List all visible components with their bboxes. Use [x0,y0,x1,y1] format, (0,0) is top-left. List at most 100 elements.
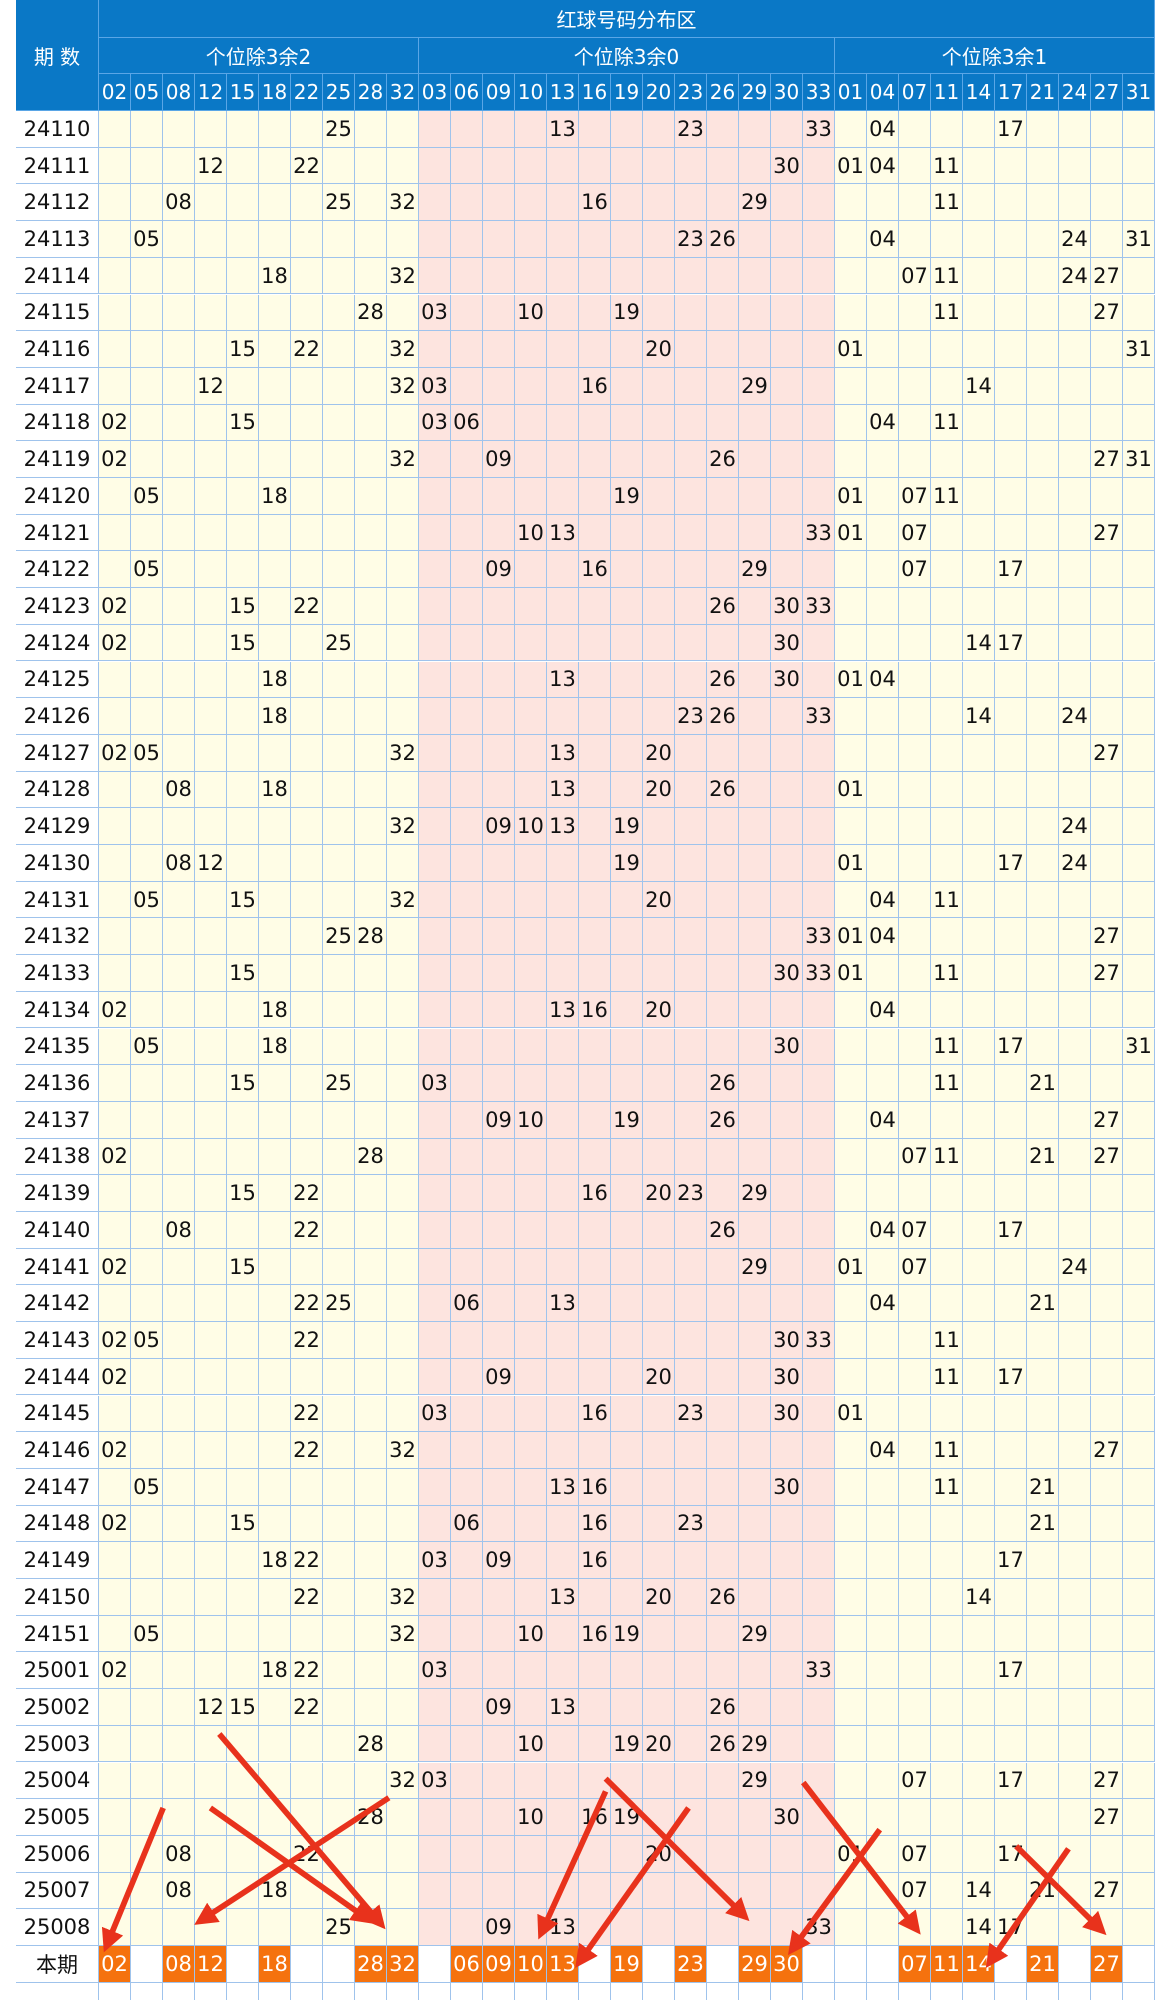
empty-cell [835,734,867,772]
empty-cell [451,551,483,589]
empty-cell [99,661,131,699]
empty-cell [899,441,931,478]
empty-cell [963,147,995,185]
empty-cell [99,1101,131,1139]
empty-cell [963,1982,995,2000]
empty-cell [739,147,771,185]
empty-cell [515,1468,547,1506]
empty-cell [1059,331,1091,368]
empty-cell [483,588,515,625]
empty-cell [515,1909,547,1946]
empty-cell [643,404,675,442]
empty-cell [163,1579,195,1616]
ball-number: 15 [227,1505,259,1543]
empty-cell [579,1358,611,1396]
empty-cell [1123,1322,1155,1359]
ball-number: 01 [835,661,867,699]
ball-number: 04 [867,1101,899,1139]
empty-cell [995,1946,1027,1983]
empty-cell [899,1285,931,1323]
ball-number: 14 [963,1909,995,1946]
group-header: 个位除3余1 [835,38,1155,74]
ball-number: 29 [739,1615,771,1653]
empty-cell [387,1175,419,1212]
ball-number: 27 [1091,918,1123,956]
ball-number: 20 [643,1725,675,1763]
empty-cell [643,184,675,222]
ball-number: 13 [547,771,579,809]
empty-cell [163,661,195,699]
empty-cell [419,661,451,699]
empty-cell [515,111,547,148]
ball-number: 15 [227,588,259,625]
empty-cell [931,514,963,552]
empty-cell [547,1725,579,1763]
ball-number: 33 [803,1652,835,1690]
empty-cell [99,808,131,845]
empty-cell [291,771,323,809]
empty-cell [163,551,195,589]
empty-cell [963,551,995,589]
empty-cell [99,1395,131,1433]
ball-number: 20 [643,1175,675,1212]
empty-cell [547,478,579,515]
empty-cell [931,661,963,699]
empty-cell [323,1579,355,1616]
empty-cell [707,991,739,1029]
empty-cell [227,1652,259,1690]
empty-cell [195,1505,227,1543]
empty-cell [291,1358,323,1396]
ball-number: 27 [1091,955,1123,992]
empty-cell [1027,1322,1059,1359]
ball-number: 13 [547,1689,579,1726]
empty-cell [515,1872,547,1910]
empty-cell [515,845,547,882]
empty-cell [323,588,355,625]
empty-cell [643,1652,675,1690]
ball-number: 04 [867,991,899,1029]
empty-cell [451,1652,483,1690]
empty-cell [451,1468,483,1506]
empty-cell [803,1248,835,1286]
period: 24120 [16,478,99,515]
empty-cell [1123,845,1155,882]
empty-cell [163,1065,195,1102]
ball-number: 18 [259,1652,291,1690]
empty-cell [419,1505,451,1543]
empty-cell [99,331,131,368]
empty-cell [483,1322,515,1359]
ball-number: 22 [291,1579,323,1616]
empty-cell [451,111,483,148]
empty-cell [195,808,227,845]
empty-cell [995,698,1027,735]
empty-cell [99,845,131,882]
ball-number: 09 [483,441,515,478]
ball-number: 29 [739,1725,771,1763]
empty-cell [611,1322,643,1359]
empty-cell [451,1982,483,2000]
empty-cell [355,441,387,478]
ball-number: 02 [99,1138,131,1176]
ball-number: 19 [611,478,643,515]
ball-number: 14 [963,1872,995,1910]
ball-number: 16 [579,184,611,222]
empty-cell [675,1652,707,1690]
empty-cell [547,1872,579,1910]
empty-cell [1123,1762,1155,1800]
empty-cell [1123,1285,1155,1323]
empty-cell [515,1138,547,1176]
empty-cell [931,1542,963,1579]
empty-cell [515,1065,547,1102]
empty-cell [579,918,611,956]
period: 24128 [16,771,99,809]
empty-cell [195,624,227,662]
empty-cell [771,1652,803,1690]
empty-cell [611,1358,643,1396]
empty-cell [995,478,1027,515]
ball-number: 30 [771,588,803,625]
empty-cell [675,1982,707,2000]
empty-cell [707,404,739,442]
empty-cell [611,588,643,625]
empty-cell [611,1762,643,1800]
empty-cell [963,771,995,809]
